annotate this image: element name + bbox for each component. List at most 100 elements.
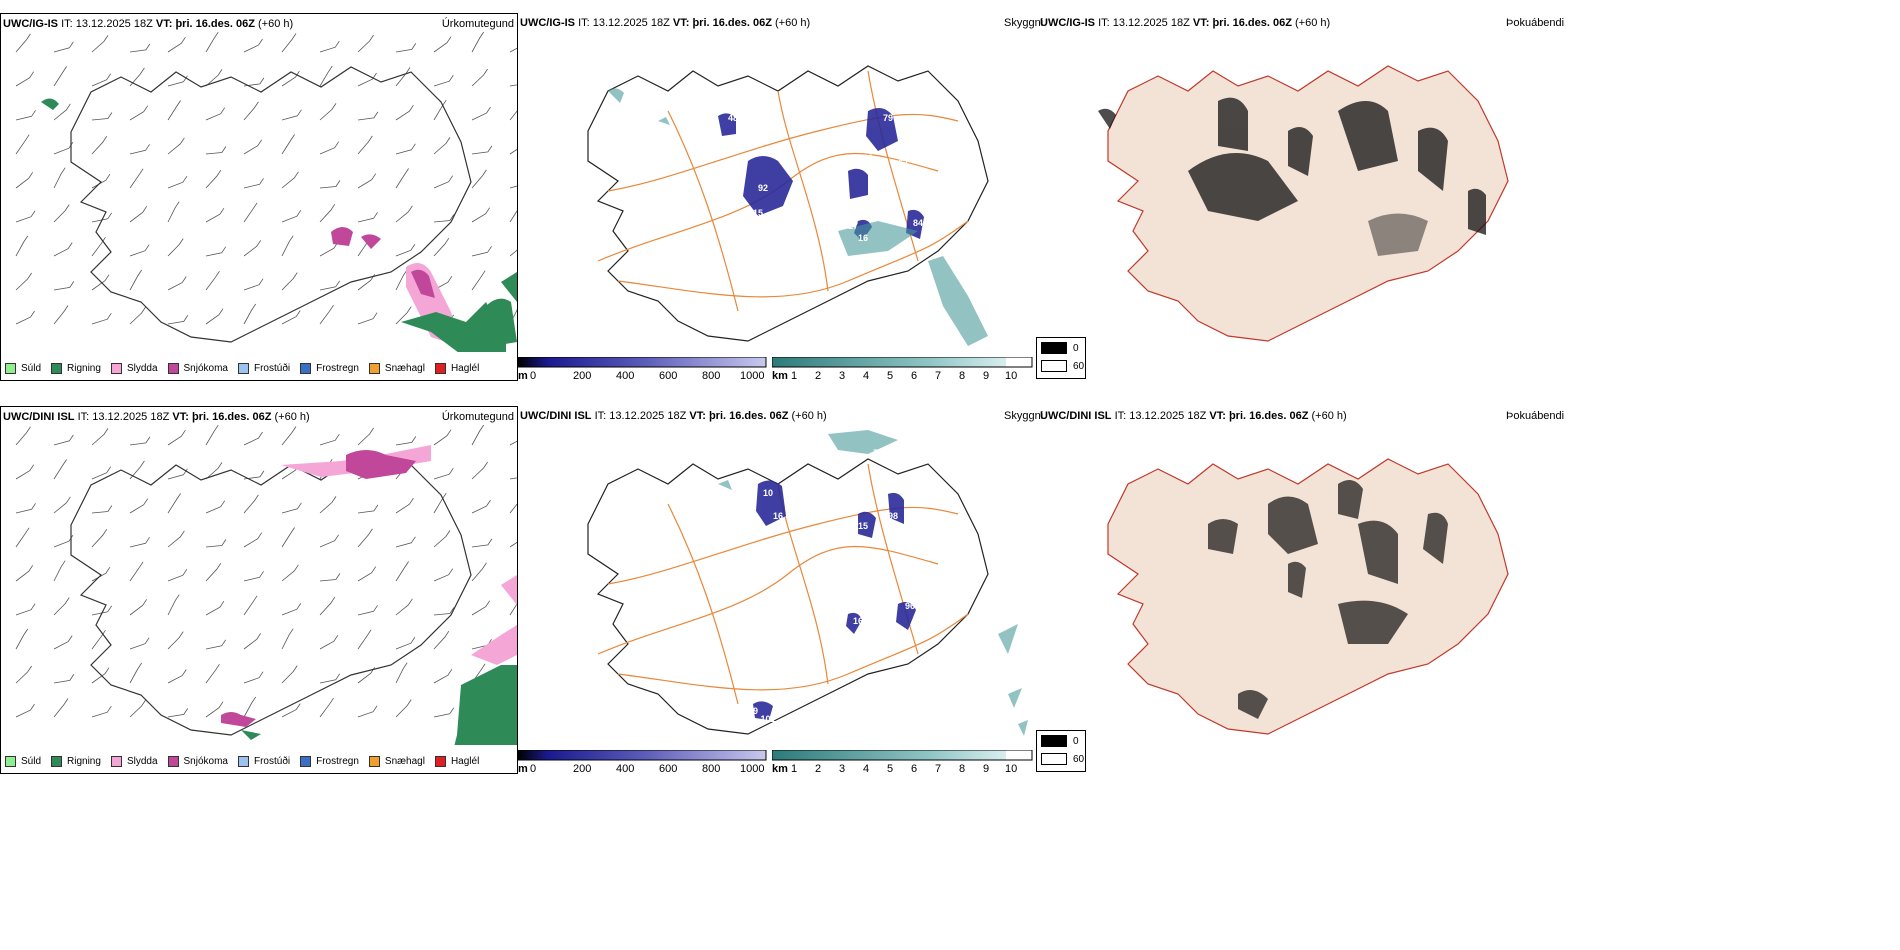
road <box>777 90 829 292</box>
legend-item: Frostregn <box>300 363 359 374</box>
tick-label: 8 <box>959 370 966 382</box>
iceland-outline <box>587 65 989 342</box>
wind-barb <box>205 639 227 650</box>
wind-barb <box>15 310 35 325</box>
tick-label: 8 <box>959 763 966 775</box>
wind-barb <box>129 599 148 616</box>
wind-barb <box>243 139 263 155</box>
wind-barb <box>53 674 75 684</box>
legend-item: Slydda <box>110 756 158 767</box>
wind-barb <box>319 673 341 684</box>
wind-barb <box>395 699 412 718</box>
wind-barb <box>433 568 454 582</box>
visibility-colorbar: km 1 2 3 4 5 6 7 8 9 10 <box>772 750 1034 776</box>
wind-barb <box>357 312 378 325</box>
panel-field-label: Þokuábendi <box>1506 410 1565 422</box>
wind-barb <box>357 111 379 121</box>
tick-label: 1 <box>791 370 798 382</box>
tick-label: 9 <box>983 370 990 382</box>
wind-barb <box>395 269 408 291</box>
wind-barb <box>357 72 377 87</box>
wind-barb <box>319 496 337 514</box>
wind-barb <box>509 503 517 514</box>
ceiling-label: 12 <box>758 228 768 238</box>
wind-barb <box>243 202 258 223</box>
wind-barb <box>243 101 259 121</box>
wind-barb <box>15 110 36 121</box>
ceiling-label: 80 <box>863 153 873 163</box>
wind-barb <box>395 536 416 548</box>
tick-label: 7 <box>935 763 942 775</box>
wind-barb <box>433 530 451 548</box>
wind-barb <box>509 440 517 446</box>
wind-barb <box>319 596 336 616</box>
wind-barb <box>129 43 151 53</box>
wind-barb <box>167 201 180 223</box>
wind-barb <box>319 534 340 548</box>
ceiling-label: 15 <box>858 521 868 531</box>
rain-area <box>41 98 59 110</box>
wind-barb <box>509 541 517 548</box>
wind-barb <box>129 206 148 223</box>
wind-barb <box>395 636 416 650</box>
wind-barb <box>167 276 187 291</box>
wind-barb <box>357 528 373 548</box>
wind-barb <box>319 304 334 325</box>
wind-barb <box>395 561 409 582</box>
precip-type-legend: Súld Rigning Slydda Snjókoma Frostúði Fr… <box>5 363 479 374</box>
wind-barb <box>205 146 227 155</box>
wind-barb <box>91 528 108 548</box>
wind-barb <box>53 534 74 548</box>
tick-label: 10 <box>1005 763 1018 775</box>
wind-barb <box>53 141 74 155</box>
wind-barb <box>281 272 298 291</box>
wind-barb <box>395 205 413 223</box>
iceland-outline <box>70 459 472 736</box>
legend-item: Snjókoma <box>167 756 228 767</box>
wind-barb <box>509 148 517 155</box>
road <box>597 546 939 655</box>
legend-item: Súld <box>5 363 41 374</box>
wind-barb <box>471 499 491 514</box>
iceland-outline <box>1107 65 1509 342</box>
wind-barb <box>319 634 339 650</box>
wind-barb <box>53 597 70 616</box>
wind-barb <box>205 600 225 616</box>
wind-barb <box>53 434 74 446</box>
wind-barb <box>243 77 265 87</box>
wind-barb <box>15 71 35 87</box>
tick-label: 3 <box>839 370 846 382</box>
wind-barb <box>281 502 302 514</box>
wind-barb <box>471 600 491 616</box>
visibility-panel-ig: UWC/IG-IS IT: 13.12.2025 18Z VT: þri. 16… <box>518 13 1086 382</box>
legend-item: Snjókoma <box>167 363 228 374</box>
wind-barb <box>53 41 74 53</box>
fog-panel-dini: UWC/DINI ISL IT: 13.12.2025 18Z VT: þri.… <box>1038 406 1900 774</box>
wind-barb <box>433 707 455 718</box>
iceland-outline <box>70 66 472 343</box>
wind-barb <box>167 429 186 446</box>
wind-barb <box>281 109 302 121</box>
wind-barb <box>433 74 454 87</box>
wind-barb <box>91 112 113 121</box>
wind-barb <box>509 84 517 87</box>
tick-label: 400 <box>616 370 635 382</box>
wind-barb <box>129 460 145 480</box>
wind-barb <box>395 598 413 616</box>
iceland-outline <box>1107 458 1509 735</box>
wind-barb <box>167 36 186 53</box>
wind-barb <box>509 249 517 257</box>
wind-barb <box>129 144 150 155</box>
legend-item: Súld <box>5 756 41 767</box>
tick-label: 0 <box>530 370 537 382</box>
wind-barb <box>395 243 416 257</box>
wind-barb <box>205 539 227 548</box>
wind-barb <box>433 630 450 650</box>
wind-barb <box>129 168 144 189</box>
wind-barb <box>129 244 150 257</box>
wind-barb <box>319 65 333 87</box>
wind-barb <box>433 607 455 616</box>
tick-label: 6 <box>911 370 918 382</box>
